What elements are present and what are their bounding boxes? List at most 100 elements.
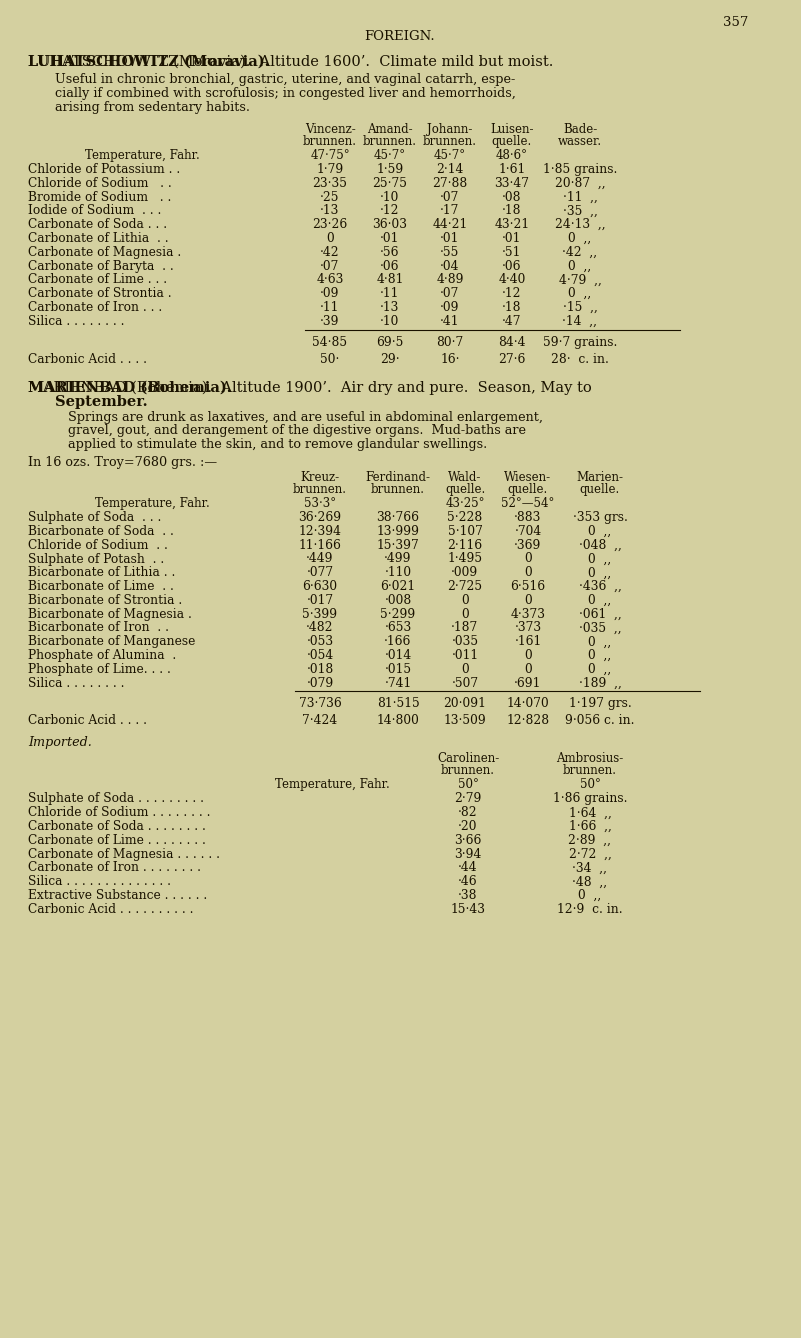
Text: September.: September. xyxy=(55,395,147,408)
Text: 38·766: 38·766 xyxy=(376,511,420,524)
Text: 4·79  ,,: 4·79 ,, xyxy=(558,273,602,286)
Text: ·34  ,,: ·34 ,, xyxy=(573,862,607,875)
Text: brunnen.: brunnen. xyxy=(363,135,417,149)
Text: 4·89: 4·89 xyxy=(437,273,464,286)
Text: ·07: ·07 xyxy=(320,260,340,273)
Text: 81·515: 81·515 xyxy=(376,697,420,710)
Text: 15·397: 15·397 xyxy=(376,539,420,551)
Text: 80·7: 80·7 xyxy=(437,336,464,349)
Text: ·054: ·054 xyxy=(306,649,334,662)
Text: Carolinen-: Carolinen- xyxy=(437,752,499,765)
Text: FOREIGN.: FOREIGN. xyxy=(364,29,435,43)
Text: ·17: ·17 xyxy=(441,205,460,217)
Text: 6·516: 6·516 xyxy=(510,581,545,593)
Text: ·18: ·18 xyxy=(502,301,521,314)
Text: Carbonate of Magnesia . . . . . .: Carbonate of Magnesia . . . . . . xyxy=(28,848,220,860)
Text: 2·116: 2·116 xyxy=(448,539,482,551)
Text: 12·394: 12·394 xyxy=(299,524,341,538)
Text: 27·88: 27·88 xyxy=(433,177,468,190)
Text: quelle.: quelle. xyxy=(508,483,548,496)
Text: In 16 ozs. Troy=7680 grs. :—: In 16 ozs. Troy=7680 grs. :— xyxy=(28,456,217,470)
Text: 52°—54°: 52°—54° xyxy=(501,498,554,510)
Text: Ambrosius-: Ambrosius- xyxy=(557,752,624,765)
Text: wasser.: wasser. xyxy=(558,135,602,149)
Text: 0: 0 xyxy=(524,594,532,607)
Text: 1·197 grs.: 1·197 grs. xyxy=(569,697,631,710)
Text: 84·4: 84·4 xyxy=(498,336,525,349)
Text: Carbonate of Magnesia .: Carbonate of Magnesia . xyxy=(28,246,181,258)
Text: Extractive Substance . . . . . .: Extractive Substance . . . . . . xyxy=(28,888,207,902)
Text: ·08: ·08 xyxy=(502,190,521,203)
Text: 53·3°: 53·3° xyxy=(304,498,336,510)
Text: ·077: ·077 xyxy=(307,566,333,579)
Text: ·061  ,,: ·061 ,, xyxy=(578,607,622,621)
Text: 5·107: 5·107 xyxy=(448,524,482,538)
Text: Bicarbonate of Soda  . .: Bicarbonate of Soda . . xyxy=(28,524,174,538)
Text: 1·79: 1·79 xyxy=(316,163,344,177)
Text: Bicarbonate of Lithia . .: Bicarbonate of Lithia . . xyxy=(28,566,175,579)
Text: 5·399: 5·399 xyxy=(303,607,337,621)
Text: 0  ,,: 0 ,, xyxy=(569,260,592,273)
Text: 0: 0 xyxy=(461,607,469,621)
Text: Carbonate of Baryta  . .: Carbonate of Baryta . . xyxy=(28,260,174,273)
Text: ·07: ·07 xyxy=(441,288,460,300)
Text: Carbonate of Soda . . . . . . . .: Carbonate of Soda . . . . . . . . xyxy=(28,820,206,834)
Text: 1·86 grains.: 1·86 grains. xyxy=(553,792,627,805)
Text: quelle.: quelle. xyxy=(580,483,620,496)
Text: ·55: ·55 xyxy=(441,246,460,258)
Text: Bromide of Sodium   . .: Bromide of Sodium . . xyxy=(28,190,171,203)
Text: 0  ,,: 0 ,, xyxy=(589,649,612,662)
Text: Bade-: Bade- xyxy=(563,123,597,136)
Text: ·166: ·166 xyxy=(384,636,412,649)
Text: Carbonate of Strontia .: Carbonate of Strontia . xyxy=(28,288,171,300)
Text: 14·070: 14·070 xyxy=(506,697,549,710)
Text: 2·725: 2·725 xyxy=(448,581,482,593)
Text: ·04: ·04 xyxy=(441,260,460,273)
Text: Temperature, Fahr.: Temperature, Fahr. xyxy=(276,779,390,792)
Text: 0: 0 xyxy=(461,662,469,676)
Text: ·189  ,,: ·189 ,, xyxy=(578,677,622,689)
Text: Vincenz-: Vincenz- xyxy=(304,123,356,136)
Text: Silica . . . . . . . . . . . . . .: Silica . . . . . . . . . . . . . . xyxy=(28,875,171,888)
Text: 59·7 grains.: 59·7 grains. xyxy=(543,336,618,349)
Text: 25·75: 25·75 xyxy=(372,177,408,190)
Text: ·048  ,,: ·048 ,, xyxy=(578,539,622,551)
Text: ·10: ·10 xyxy=(380,190,400,203)
Text: ·353 grs.: ·353 grs. xyxy=(573,511,627,524)
Text: Phosphate of Alumina  .: Phosphate of Alumina . xyxy=(28,649,176,662)
Text: 0: 0 xyxy=(524,662,532,676)
Text: 1·66  ,,: 1·66 ,, xyxy=(569,820,611,834)
Text: ·11  ,,: ·11 ,, xyxy=(562,190,598,203)
Text: 3·94: 3·94 xyxy=(454,848,481,860)
Text: Chloride of Sodium . . . . . . . .: Chloride of Sodium . . . . . . . . xyxy=(28,807,211,819)
Text: 48·6°: 48·6° xyxy=(496,149,528,162)
Text: ·369: ·369 xyxy=(514,539,541,551)
Text: ·110: ·110 xyxy=(384,566,412,579)
Text: Chloride of Potassium . .: Chloride of Potassium . . xyxy=(28,163,180,177)
Text: ·18: ·18 xyxy=(502,205,521,217)
Text: 0  ,,: 0 ,, xyxy=(589,594,612,607)
Text: 4·373: 4·373 xyxy=(510,607,545,621)
Text: Useful in chronic bronchial, gastric, uterine, and vaginal catarrh, espe-: Useful in chronic bronchial, gastric, ut… xyxy=(55,74,515,86)
Text: Bicarbonate of Magnesia .: Bicarbonate of Magnesia . xyxy=(28,607,192,621)
Text: ·09: ·09 xyxy=(441,301,460,314)
Text: 2·72  ,,: 2·72 ,, xyxy=(569,848,611,860)
Text: Carbonate of Lime . . . . . . . .: Carbonate of Lime . . . . . . . . xyxy=(28,834,206,847)
Text: 23·26: 23·26 xyxy=(312,218,348,231)
Text: ·373: ·373 xyxy=(514,621,541,634)
Text: gravel, gout, and derangement of the digestive organs.  Mud-baths are: gravel, gout, and derangement of the dig… xyxy=(68,424,526,438)
Text: ·46: ·46 xyxy=(458,875,478,888)
Text: Carbonic Acid . . . .: Carbonic Acid . . . . xyxy=(28,353,147,365)
Text: ·12: ·12 xyxy=(502,288,521,300)
Text: ·06: ·06 xyxy=(380,260,400,273)
Text: 7·424: 7·424 xyxy=(302,714,338,728)
Text: ·018: ·018 xyxy=(306,662,334,676)
Text: 43·25°: 43·25° xyxy=(445,498,485,510)
Text: ·41: ·41 xyxy=(441,314,460,328)
Text: 1·59: 1·59 xyxy=(376,163,404,177)
Text: Chloride of Sodium  . .: Chloride of Sodium . . xyxy=(28,539,168,551)
Text: 50·: 50· xyxy=(320,353,340,365)
Text: ·015: ·015 xyxy=(384,662,412,676)
Text: ·704: ·704 xyxy=(514,524,541,538)
Text: Ferdinand-: Ferdinand- xyxy=(365,471,430,484)
